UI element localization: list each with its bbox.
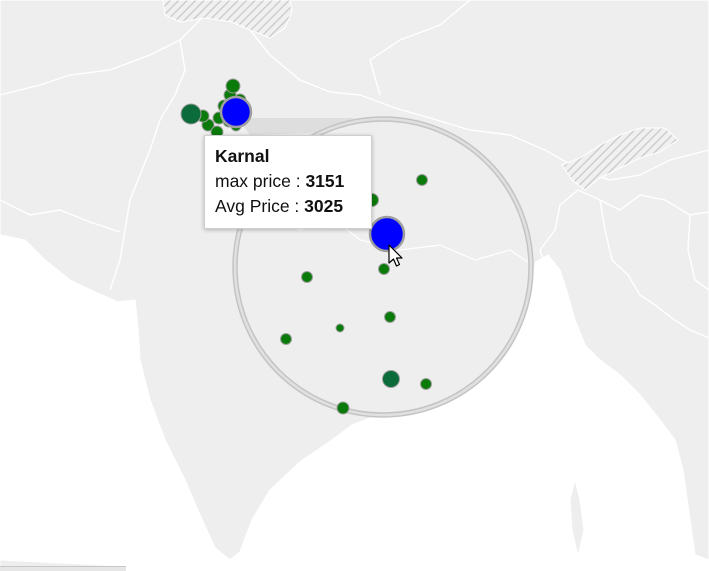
tooltip-avg-label: Avg Price : — [215, 196, 305, 216]
lens-market-marker[interactable] — [280, 333, 292, 345]
cluster-marker-layer[interactable] — [180, 78, 253, 139]
hatched-region-northeast — [561, 127, 679, 191]
cluster-market-marker[interactable] — [219, 95, 253, 129]
border-line — [109, 39, 186, 291]
lens-market-marker[interactable] — [384, 311, 396, 323]
border-line — [539, 189, 709, 251]
tooltip-avg-value: 3025 — [304, 196, 344, 216]
cluster-market-marker[interactable] — [180, 103, 202, 125]
cluster-market-marker[interactable] — [225, 78, 241, 94]
land-island-east — [569, 479, 585, 557]
tooltip-max-label: max price : — [215, 171, 306, 191]
tooltip-max-value: 3151 — [305, 171, 345, 191]
lens-marker-layer[interactable] — [280, 174, 432, 415]
border-line — [0, 199, 121, 233]
hatched-region-north — [162, 0, 293, 39]
border-line — [599, 199, 709, 339]
lens-market-marker[interactable] — [301, 271, 313, 283]
lens-market-marker[interactable] — [335, 323, 345, 333]
tooltip-max-row: max price : 3151 — [215, 169, 361, 194]
cursor-icon — [388, 244, 403, 267]
marker-tooltip: Karnal max price : 3151 Avg Price : 3025 — [204, 135, 372, 229]
border-line — [0, 0, 211, 96]
lens-market-marker[interactable] — [382, 370, 400, 388]
lens-market-marker[interactable] — [336, 401, 350, 415]
tooltip-avg-row: Avg Price : 3025 — [215, 194, 361, 219]
border-line — [249, 29, 709, 181]
lens-market-marker[interactable] — [378, 263, 390, 275]
border-line — [687, 214, 709, 291]
border-line — [369, 0, 471, 96]
lens-market-marker[interactable] — [420, 378, 432, 390]
lens-market-marker[interactable] — [416, 174, 428, 186]
selected-market-marker[interactable] — [368, 215, 406, 253]
border-line — [539, 249, 576, 321]
disputed-regions — [162, 0, 679, 191]
tooltip-title: Karnal — [215, 146, 270, 166]
bottom-scroll-bar[interactable] — [0, 566, 126, 571]
border-layer — [0, 0, 709, 338]
